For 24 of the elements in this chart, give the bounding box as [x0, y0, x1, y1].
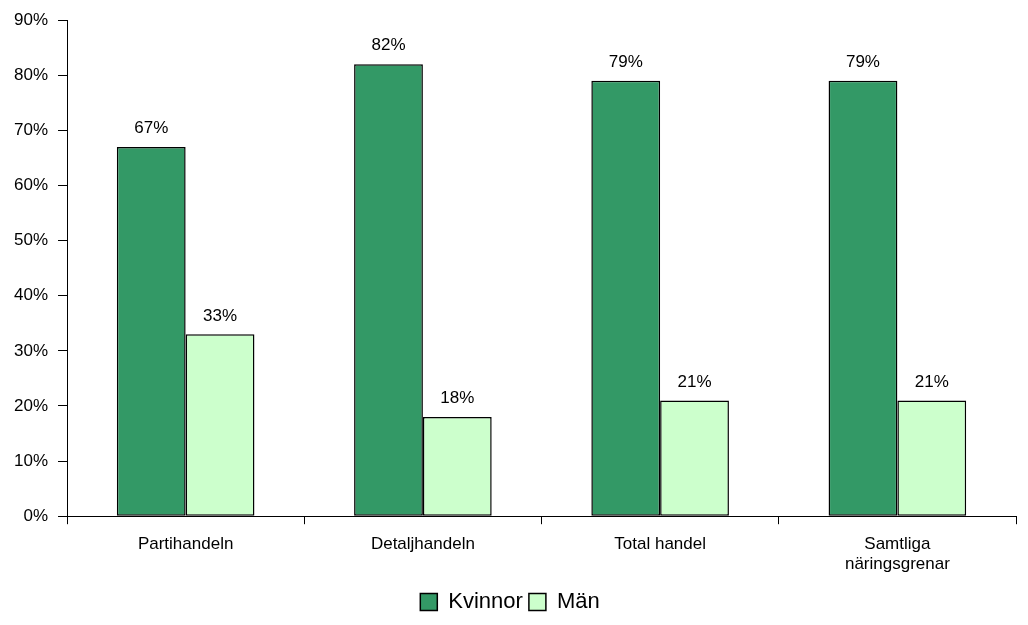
x-tick-label: Detaljhandeln: [370, 534, 475, 554]
y-tick-label: 20%: [13, 395, 49, 415]
y-tick-label: 60%: [13, 175, 49, 195]
data-label: 82%: [371, 35, 406, 55]
y-tick-label: 30%: [13, 340, 49, 360]
y-tick-label: 70%: [13, 120, 49, 140]
x-tick-label: Samtliga näringsgrenar: [844, 534, 951, 574]
legend-label: Män: [556, 588, 600, 614]
data-label: 21%: [914, 371, 949, 391]
y-tick-label: 50%: [13, 230, 49, 250]
y-tick-label: 0%: [23, 505, 49, 525]
data-label: 67%: [134, 118, 169, 138]
y-tick-label: 40%: [13, 285, 49, 305]
data-label: 18%: [440, 388, 475, 408]
y-tick-label: 90%: [13, 9, 49, 29]
y-tick-label: 80%: [13, 65, 49, 84]
data-label: 79%: [608, 52, 643, 72]
y-tick-label: 10%: [13, 450, 49, 470]
x-tick-label: Partihandeln: [137, 534, 234, 554]
data-label: 21%: [677, 371, 712, 391]
data-label: 33%: [203, 305, 238, 325]
x-tick-label: Total handel: [614, 534, 706, 554]
legend-label: Kvinnor: [448, 588, 523, 614]
data-label: 79%: [845, 52, 880, 72]
